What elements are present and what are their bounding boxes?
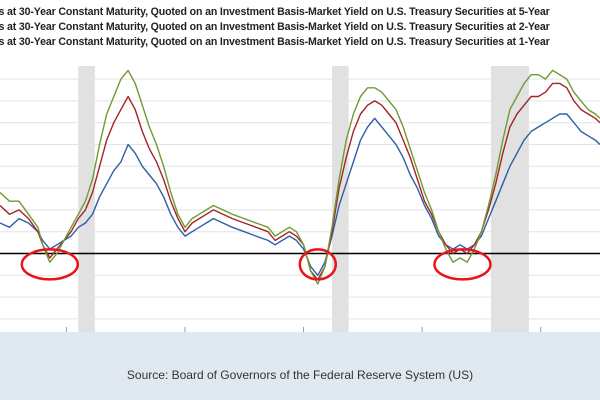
source-note: Source: Board of Governors of the Federa… — [126, 368, 474, 382]
series-line-2 — [0, 82, 600, 281]
line-chart[interactable]: 19901995200020052010 — [0, 66, 600, 356]
series-line-1 — [0, 113, 600, 277]
series-title-line-3: ecurities at 30-Year Constant Maturity, … — [0, 36, 550, 48]
highlight-circle — [433, 248, 492, 281]
plot-area[interactable]: 19901995200020052010 — [0, 66, 600, 356]
series-title-line-1: ecurities at 30-Year Constant Maturity, … — [0, 6, 550, 18]
highlight-circle — [20, 248, 80, 281]
highlight-circle — [298, 248, 338, 281]
chart-title-block: ecurities at 30-Year Constant Maturity, … — [0, 0, 600, 66]
series-title-line-2: ecurities at 30-Year Constant Maturity, … — [0, 21, 550, 33]
series-line-3 — [0, 69, 600, 285]
recession-band — [332, 66, 349, 332]
